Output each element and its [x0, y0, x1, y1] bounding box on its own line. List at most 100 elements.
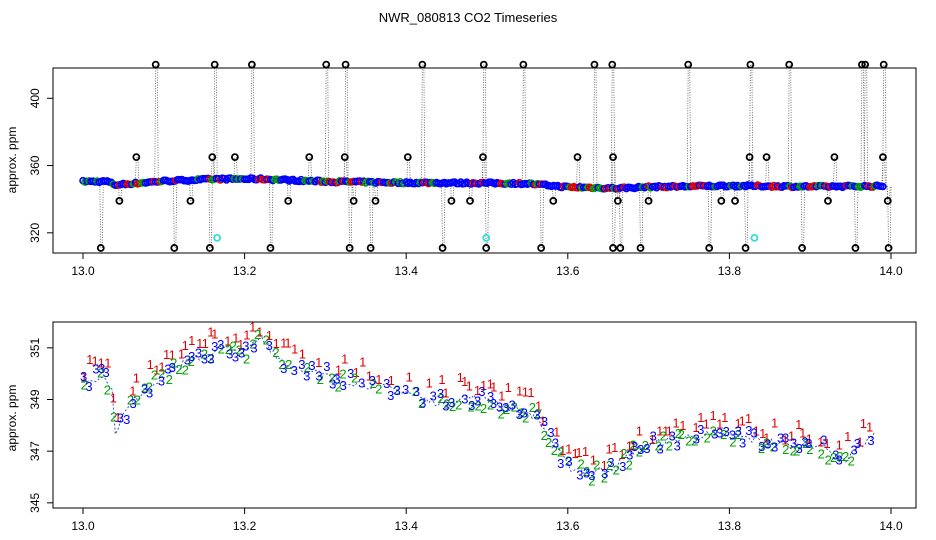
series-3-marker: 3 [490, 396, 497, 411]
series-2-marker: 2 [339, 367, 346, 382]
spike-connector [210, 179, 213, 248]
top-x-tick-label: 13.2 [233, 264, 257, 278]
series-3-marker: 3 [487, 389, 494, 404]
spike-connector [213, 64, 216, 180]
series-1-marker: 1 [91, 353, 98, 368]
series-2-marker: 2 [758, 441, 765, 456]
bottom-x-axis: 13.0 13.2 13.4 13.6 13.8 14.0 [71, 508, 903, 533]
series-3-marker: 3 [796, 441, 803, 456]
series-3-marker: 3 [496, 399, 503, 414]
series-1-marker: 1 [256, 325, 263, 340]
outlier-point [482, 244, 491, 252]
outlier-point [616, 244, 625, 252]
series-3-marker: 3 [801, 434, 808, 449]
series-3-marker: 3 [442, 399, 449, 414]
spike-connector [595, 64, 598, 188]
series-1-marker: 1 [553, 425, 560, 440]
series-3-marker: 3 [729, 428, 736, 443]
series-2-marker: 2 [487, 398, 494, 413]
series-2-marker: 2 [170, 355, 177, 370]
cyan-point [213, 233, 222, 242]
outlier-point [366, 244, 375, 252]
series-3-marker: 3 [298, 357, 305, 372]
series-2-marker: 2 [704, 431, 711, 446]
series-3-marker: 3 [723, 424, 730, 439]
outlier-point [345, 244, 354, 252]
series-3-marker: 3 [430, 388, 437, 403]
series-2-marker: 2 [304, 360, 311, 375]
series-2-marker: 2 [793, 443, 800, 458]
series-2-marker: 2 [449, 399, 456, 414]
series-3-marker: 3 [478, 384, 485, 399]
series-3-marker: 3 [832, 448, 839, 463]
series-3-marker: 3 [835, 453, 842, 468]
series-1-marker: 1 [666, 423, 673, 438]
series-3-marker: 3 [850, 443, 857, 458]
series-2-marker: 2 [468, 399, 475, 414]
spike-connector [154, 64, 157, 182]
series-3-marker: 3 [232, 350, 239, 365]
spike-connector [542, 184, 545, 248]
bottom-x-tick-label: 13.4 [395, 519, 419, 533]
series-1-marker: 1 [273, 336, 280, 351]
series-2-marker: 2 [806, 442, 813, 457]
spike-connector [236, 157, 238, 180]
spike-connector [443, 182, 446, 248]
series-1-marker: 1 [280, 336, 287, 351]
series-3-marker: 3 [521, 405, 528, 420]
outlier-point [609, 244, 617, 252]
series-1-marker: 1 [188, 333, 195, 348]
series-1-marker: 1 [781, 433, 788, 448]
series-2-marker: 2 [351, 370, 358, 385]
bottom-x-tick-label: 14.0 [879, 519, 903, 533]
spike-connector [593, 64, 595, 188]
series-1-marker: 1 [153, 362, 160, 377]
series-2-marker: 2 [620, 446, 627, 461]
series-3-marker: 3 [607, 455, 614, 470]
outlier-point [266, 244, 275, 252]
series-3-marker: 3 [805, 436, 812, 451]
series-1-marker: 1 [335, 362, 342, 377]
series-3-marker: 3 [92, 362, 99, 377]
series-1-marker: 1 [788, 428, 795, 443]
outlier-point [717, 196, 726, 205]
series-1-marker: 1 [516, 383, 523, 398]
spike-connector [369, 182, 372, 248]
outlier-point [884, 244, 893, 252]
outlier-point [371, 196, 380, 205]
series-2-marker: 2 [370, 376, 377, 391]
series-3-marker: 3 [541, 414, 548, 429]
series-3-marker: 3 [207, 351, 214, 366]
bottom-y-axis-label: approx. ppm [5, 385, 19, 452]
outlier-point [466, 196, 474, 205]
series-1-marker: 1 [202, 336, 209, 351]
spike-connector [889, 186, 892, 248]
outlier-point [609, 153, 617, 162]
series-3-marker: 3 [716, 425, 723, 440]
series-1-marker: 1 [836, 438, 843, 453]
series-2-marker: 2 [480, 401, 487, 416]
series-3-marker: 3 [419, 395, 426, 410]
series-3-marker: 3 [238, 346, 245, 361]
spike-connector [343, 157, 346, 182]
series-2-marker: 2 [629, 437, 636, 452]
series-3-marker: 3 [413, 384, 420, 399]
series-2-marker: 2 [529, 400, 536, 415]
series-1-marker: 1 [611, 440, 618, 455]
spike-connector [866, 64, 869, 187]
series-3-marker: 3 [117, 411, 124, 426]
series-1-marker: 1 [626, 438, 633, 453]
series-2-marker: 2 [770, 439, 777, 454]
series-3-marker: 3 [387, 388, 394, 403]
series-1-marker: 1 [739, 414, 746, 429]
series-2-marker: 2 [541, 428, 548, 443]
series-1-marker: 1 [291, 342, 298, 357]
top-plot-frame [52, 67, 917, 254]
series-2-marker: 2 [642, 438, 649, 453]
spike-connector [346, 64, 349, 182]
spike-connector [481, 157, 484, 184]
series-3-marker: 3 [509, 398, 516, 413]
series-1-marker: 1 [771, 415, 778, 430]
series-1-marker: 1 [844, 429, 851, 444]
